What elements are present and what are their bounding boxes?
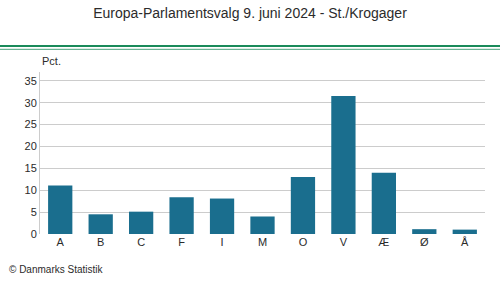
svg-text:© Danmarks Statistik: © Danmarks Statistik — [9, 264, 104, 275]
svg-text:15: 15 — [25, 162, 37, 174]
svg-text:I: I — [221, 236, 224, 248]
svg-text:Å: Å — [461, 236, 469, 248]
svg-text:Ø: Ø — [420, 236, 429, 248]
svg-text:Pct.: Pct. — [42, 55, 61, 67]
svg-text:A: A — [57, 236, 65, 248]
svg-text:35: 35 — [25, 75, 37, 87]
svg-text:C: C — [137, 236, 145, 248]
svg-text:B: B — [97, 236, 104, 248]
svg-text:25: 25 — [25, 118, 37, 130]
svg-text:M: M — [258, 236, 267, 248]
svg-text:F: F — [178, 236, 185, 248]
svg-text:10: 10 — [25, 184, 37, 196]
svg-text:Europa-Parlamentsvalg 9. juni: Europa-Parlamentsvalg 9. juni 2024 - St.… — [93, 5, 407, 21]
svg-text:0: 0 — [31, 228, 37, 240]
svg-text:V: V — [340, 236, 348, 248]
svg-text:5: 5 — [31, 206, 37, 218]
svg-text:O: O — [299, 236, 308, 248]
svg-text:30: 30 — [25, 97, 37, 109]
svg-text:20: 20 — [25, 140, 37, 152]
svg-text:Æ: Æ — [378, 236, 389, 248]
